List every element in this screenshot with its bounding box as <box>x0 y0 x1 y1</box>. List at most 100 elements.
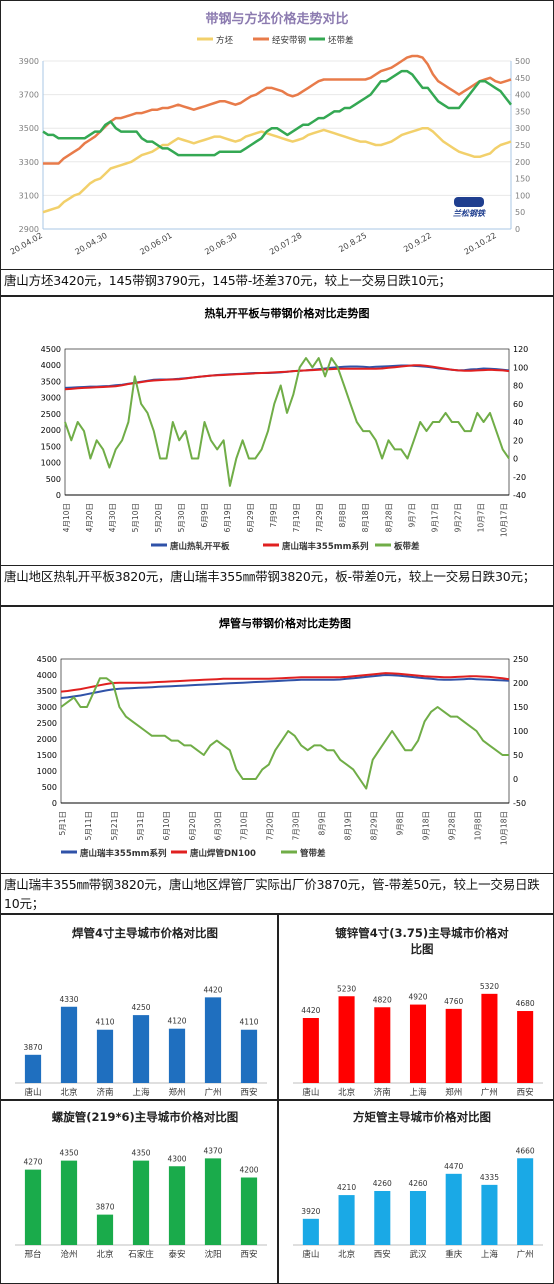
x-tick-label: 6月20日 <box>188 811 197 840</box>
x-tick-label: 6月9日 <box>200 503 209 528</box>
y2-tick-label: 150 <box>513 703 528 712</box>
category-label: 武汉 <box>409 1249 427 1260</box>
logo-text: 兰松钢铁 <box>453 209 486 218</box>
x-tick-label: 9月18日 <box>421 811 430 840</box>
y2-tick-label: 50 <box>513 751 523 760</box>
y-tick-label: 3500 <box>19 124 39 133</box>
legend-label: 管带差 <box>300 848 326 859</box>
x-tick-label: 5月30日 <box>177 503 186 532</box>
x-tick-label: 20.10.22 <box>463 231 498 257</box>
y2-tick-label: 300 <box>515 124 530 133</box>
bar <box>60 1160 78 1245</box>
category-label: 西安 <box>240 1249 257 1260</box>
x-tick-label: 10月7日 <box>476 503 485 532</box>
y2-tick-label: 250 <box>513 655 528 664</box>
y2-tick-label: 50 <box>515 208 525 217</box>
x-tick-label: 4月10日 <box>62 503 71 532</box>
bar-value-label: 4120 <box>167 1017 186 1026</box>
y2-tick-label: 250 <box>515 141 530 150</box>
bar <box>168 1166 186 1245</box>
y-tick-label: 2900 <box>19 225 39 234</box>
bar-value-label: 4370 <box>203 1146 222 1155</box>
x-tick-label: 9月7日 <box>407 503 416 528</box>
bar <box>338 996 355 1083</box>
bar-value-label: 4350 <box>131 1149 150 1158</box>
bar <box>338 1195 355 1245</box>
bar <box>409 1004 427 1083</box>
category-label: 西安 <box>517 1087 534 1098</box>
y2-tick-label: 150 <box>515 175 530 184</box>
y-tick-label: 3500 <box>41 377 61 386</box>
category-label: 郑州 <box>445 1087 462 1098</box>
x-tick-label: 8月28日 <box>384 503 393 532</box>
x-tick-label: 20.8.25 <box>337 231 368 254</box>
bar-value-label: 4760 <box>444 997 463 1006</box>
legend-label: 唐山瑞丰355mm系列 <box>282 541 369 552</box>
category-label: 唐山 <box>302 1087 319 1098</box>
category-label: 唐山 <box>302 1249 319 1260</box>
x-tick-label: 9月8日 <box>395 811 404 836</box>
y2-tick-label: 450 <box>515 74 530 83</box>
y2-tick-label: 350 <box>515 107 530 116</box>
bar <box>302 1218 319 1245</box>
y-tick-label: 2000 <box>37 735 57 744</box>
series-line <box>64 357 510 487</box>
x-tick-label: 20.04.30 <box>73 231 108 257</box>
bar-value-label: 3870 <box>95 1203 114 1212</box>
y-tick-label: 500 <box>46 475 61 484</box>
chart-galvanized-pipe-cities: 镀锌管4寸(3.75)主导城市价格对 比图 4420 唐山 5230 北京 4820 济南 49… <box>278 914 554 1100</box>
y-tick-label: 4500 <box>41 345 61 354</box>
bar-value-label: 3920 <box>301 1207 320 1216</box>
category-label: 济南 <box>374 1087 391 1098</box>
x-tick-label: 7月10日 <box>240 811 249 840</box>
logo-mark <box>454 197 484 207</box>
bar <box>60 1006 78 1083</box>
chart-billet-strip-svg: 带钢与方坯价格走势对比 2900 3100 3300 3500 3700 3900 0 50 10… <box>9 11 531 257</box>
category-label: 泰安 <box>168 1249 185 1260</box>
x-tick-label: 4月30日 <box>108 503 117 532</box>
y2-tick-label: 0 <box>515 225 520 234</box>
y-tick-label: 3000 <box>41 394 61 403</box>
chart-hotrolled-strip-svg: 热轧开平板与带钢价格对比走势图0500100015002000250030003… <box>41 306 529 552</box>
series-line <box>64 364 510 391</box>
y-tick-label: 1000 <box>37 767 57 776</box>
bar-value-label: 3870 <box>23 1043 42 1052</box>
series-line <box>60 677 509 790</box>
chart-spiral-pipe-cities-svg: 螺旋管(219*6)主导城市价格对比图 4270 邢台 4350 沧州 3870 北京 435… <box>15 1110 267 1260</box>
y2-tick-label: -40 <box>513 491 526 500</box>
series-line <box>42 126 512 214</box>
x-tick-label: 8月29日 <box>369 811 378 840</box>
chart-title: 螺旋管(219*6)主导城市价格对比图 <box>52 1110 239 1124</box>
category-label: 沧州 <box>60 1249 77 1260</box>
y-tick-label: 4000 <box>41 361 61 370</box>
category-label: 西安 <box>240 1087 257 1098</box>
series-line <box>43 54 512 165</box>
category-label: 沈阳 <box>204 1249 221 1260</box>
y2-tick-label: 0 <box>513 455 518 464</box>
legend-label: 方坯 <box>216 35 234 46</box>
bar <box>374 1191 391 1245</box>
legend-label: 唐山焊管DN100 <box>190 848 256 859</box>
chart-weldedpipe-strip-svg: 焊管与带钢价格对比走势图0500100015002000250030003500… <box>37 616 529 859</box>
category-label: 唐山 <box>24 1087 41 1098</box>
bar <box>517 1011 534 1083</box>
x-tick-label: 8月9日 <box>318 811 327 836</box>
x-tick-label: 7月30日 <box>292 811 301 840</box>
x-tick-label: 9月17日 <box>430 503 439 532</box>
y-tick-label: 3700 <box>19 91 39 100</box>
x-tick-label: 7月29日 <box>315 503 324 532</box>
bar <box>168 1028 186 1083</box>
legend-label: 唐山瑞丰355mm系列 <box>80 848 167 859</box>
category-label: 重庆 <box>445 1249 463 1260</box>
bar <box>481 1184 498 1245</box>
y2-tick-label: 100 <box>515 191 530 200</box>
series-line <box>60 674 510 699</box>
x-tick-label: 5月1日 <box>58 811 67 836</box>
bar-value-label: 4335 <box>480 1173 499 1182</box>
x-tick-label: 9月27日 <box>453 503 462 532</box>
bar <box>481 993 498 1083</box>
category-label: 上海 <box>132 1087 150 1098</box>
bar-value-label: 4470 <box>444 1162 463 1171</box>
series-line <box>60 672 510 693</box>
chart-billet-strip: 带钢与方坯价格走势对比 2900 3100 3300 3500 3700 3900 0 50 10… <box>0 0 554 270</box>
